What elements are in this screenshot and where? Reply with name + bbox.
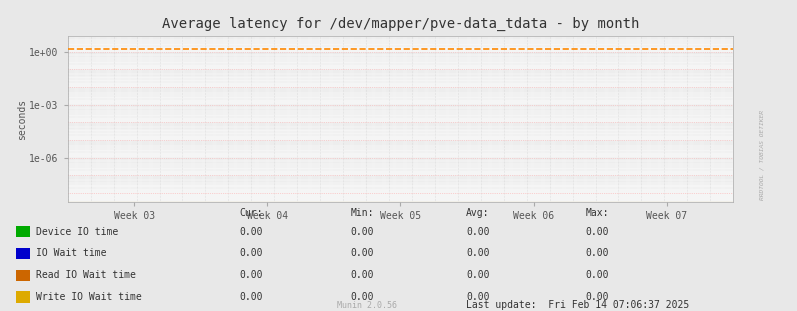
Text: Device IO time: Device IO time (36, 227, 118, 237)
Text: 0.00: 0.00 (239, 248, 262, 258)
Text: Write IO Wait time: Write IO Wait time (36, 292, 142, 302)
Text: Avg:: Avg: (466, 208, 489, 218)
Y-axis label: seconds: seconds (17, 98, 26, 140)
Text: 0.00: 0.00 (466, 248, 489, 258)
Text: 0.00: 0.00 (239, 270, 262, 280)
Text: IO Wait time: IO Wait time (36, 248, 106, 258)
Text: Last update:  Fri Feb 14 07:06:37 2025: Last update: Fri Feb 14 07:06:37 2025 (466, 300, 689, 310)
Text: 0.00: 0.00 (466, 270, 489, 280)
Text: 0.00: 0.00 (351, 270, 374, 280)
Text: Cur:: Cur: (239, 208, 262, 218)
Text: 0.00: 0.00 (351, 227, 374, 237)
Text: 0.00: 0.00 (466, 227, 489, 237)
Text: 0.00: 0.00 (351, 248, 374, 258)
Text: Munin 2.0.56: Munin 2.0.56 (336, 301, 397, 310)
Text: 0.00: 0.00 (586, 227, 609, 237)
Text: 0.00: 0.00 (239, 292, 262, 302)
Text: 0.00: 0.00 (586, 270, 609, 280)
Text: 0.00: 0.00 (586, 292, 609, 302)
Title: Average latency for /dev/mapper/pve-data_tdata - by month: Average latency for /dev/mapper/pve-data… (162, 16, 639, 30)
Text: Min:: Min: (351, 208, 374, 218)
Text: RRDTOOL / TOBIAS OETIKER: RRDTOOL / TOBIAS OETIKER (760, 110, 764, 201)
Text: 0.00: 0.00 (351, 292, 374, 302)
Text: 0.00: 0.00 (466, 292, 489, 302)
Text: Max:: Max: (586, 208, 609, 218)
Text: 0.00: 0.00 (239, 227, 262, 237)
Text: Read IO Wait time: Read IO Wait time (36, 270, 135, 280)
Text: 0.00: 0.00 (586, 248, 609, 258)
